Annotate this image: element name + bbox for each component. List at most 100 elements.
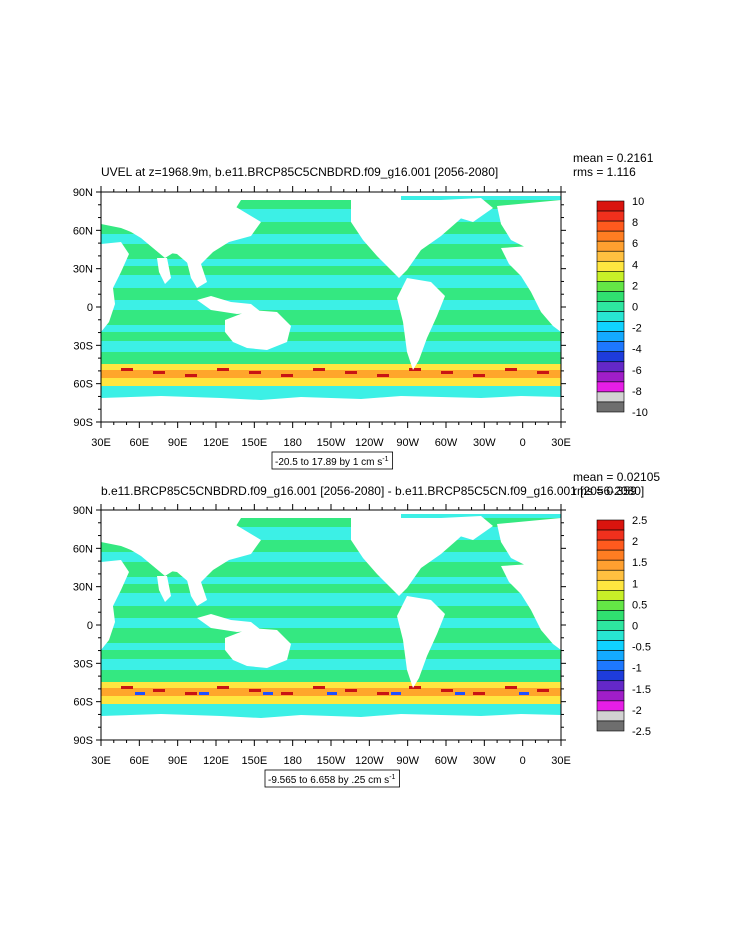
colorbar-label: 0 — [632, 302, 638, 314]
colorbar-label: -6 — [632, 365, 642, 377]
acc-jet — [281, 692, 293, 695]
colorbar-swatch — [596, 680, 625, 692]
acc-jet — [377, 692, 389, 695]
colorbar-swatch — [596, 569, 625, 581]
zonal-band — [101, 266, 561, 275]
colorbar-swatch — [596, 220, 625, 232]
colorbar-swatch — [596, 240, 625, 252]
colorbar-label: 2.5 — [632, 515, 647, 527]
colorbar-swatch — [596, 371, 625, 383]
colorbar-swatch — [596, 710, 625, 722]
range-label: -20.5 to 17.89 by 1 cm s-1 — [275, 456, 389, 468]
x-tick-label: 60E — [130, 437, 150, 449]
acc-jet — [409, 368, 421, 371]
range-label: -9.565 to 6.658 by .25 cm s-1 — [268, 774, 396, 786]
zonal-band — [101, 606, 561, 618]
x-tick-label: 90E — [168, 437, 188, 449]
acc-jet — [441, 689, 453, 692]
colorbar-swatch — [596, 291, 625, 302]
colorbar-swatch — [596, 341, 625, 353]
colorbar-swatch — [596, 260, 625, 272]
y-tick-label: 60S — [73, 379, 93, 391]
x-tick-label: 60E — [130, 755, 150, 767]
x-tick-label: 150W — [317, 755, 346, 767]
acc-jet — [249, 371, 261, 374]
x-tick-label: 30W — [473, 437, 496, 449]
zonal-band — [101, 628, 561, 643]
colorbar-swatch — [596, 210, 625, 222]
acc-jet — [473, 374, 485, 377]
y-tick-label: 90N — [73, 505, 93, 517]
acc-jet — [409, 686, 421, 689]
range-units-exponent: -1 — [382, 456, 388, 463]
acc-jet — [217, 368, 229, 371]
range-box-border — [271, 451, 394, 470]
polar-cap-south — [101, 402, 561, 422]
range-box-border — [264, 769, 400, 788]
x-tick-label: 60W — [435, 437, 458, 449]
acc-jet — [313, 368, 325, 371]
x-tick-label: 120W — [355, 755, 384, 767]
colorbar-swatch — [596, 529, 625, 541]
colorbar-swatch — [596, 301, 625, 312]
chart-panel-1: 90N 60N 30N 0 30S 60S 90S 30E 60E 90E 120E 150E 180 1… — [73, 151, 654, 470]
x-tick-label: 60W — [435, 755, 458, 767]
x-tick-label: 180 — [283, 437, 301, 449]
x-tick-label: 30W — [473, 755, 496, 767]
colorbar-swatch — [596, 250, 625, 262]
colorbar-swatch — [596, 559, 625, 571]
colorbar-swatch — [596, 271, 625, 282]
zonal-band — [101, 288, 561, 300]
acc-jet-neg — [263, 692, 273, 695]
x-tick-label: 30E — [551, 755, 571, 767]
y-tick-label: 30S — [73, 658, 93, 670]
colorbar-swatch — [596, 391, 625, 403]
x-tick-label: 0 — [520, 437, 526, 449]
range-box: -9.565 to 6.658 by .25 cm s-1 — [264, 769, 400, 788]
polar-cap-north — [101, 510, 561, 514]
mean-stat: mean = 0.02105 — [573, 470, 660, 484]
colorbar-label: 2 — [632, 280, 638, 292]
x-tick-label: 120W — [355, 437, 384, 449]
acc-jet-neg — [455, 692, 465, 695]
range-units-exponent: -1 — [389, 774, 395, 781]
zonal-band — [101, 518, 561, 527]
colorbar-swatch — [596, 600, 625, 611]
x-tick-label: 30E — [551, 437, 571, 449]
x-tick-label: 180 — [283, 755, 301, 767]
zonal-band — [101, 352, 561, 364]
colorbar-swatch — [596, 630, 625, 641]
x-tick-label: 0 — [520, 755, 526, 767]
colorbar-label: 6 — [632, 238, 638, 250]
colorbar-label: 10 — [632, 196, 644, 208]
zonal-band — [101, 650, 561, 659]
acc-jet — [153, 689, 165, 692]
colorbar-swatch — [596, 590, 625, 601]
colorbar-label: 0 — [632, 621, 638, 633]
zonal-band — [101, 584, 561, 593]
chart-title: UVEL at z=1968.9m, b.e11.BRCP85C5CNBDRD.… — [101, 165, 498, 179]
x-tick-label: 90W — [396, 437, 419, 449]
y-tick-label: 60N — [73, 225, 93, 237]
colorbar-swatch — [596, 539, 625, 551]
colorbar-swatch — [596, 331, 625, 342]
range-box: -20.5 to 17.89 by 1 cm s-1 — [271, 451, 394, 470]
acc-jet — [121, 686, 133, 689]
ocean-field — [101, 192, 561, 422]
x-tick-label: 150E — [241, 437, 267, 449]
acc-jet — [313, 686, 325, 689]
acc-jet — [185, 374, 197, 377]
x-tick-label: 120E — [203, 755, 229, 767]
colorbar-label: -2 — [632, 323, 642, 335]
acc-jet — [185, 692, 197, 695]
colorbar-swatch — [596, 670, 625, 682]
acc-jet — [345, 371, 357, 374]
x-tick-label: 90W — [396, 755, 419, 767]
colorbar-label: 8 — [632, 217, 638, 229]
acc-jet — [537, 371, 549, 374]
colorbar-swatch — [596, 351, 625, 363]
polar-cap-north — [101, 192, 561, 196]
colorbar-swatch — [596, 321, 625, 332]
colorbar-label: 2 — [632, 536, 638, 548]
